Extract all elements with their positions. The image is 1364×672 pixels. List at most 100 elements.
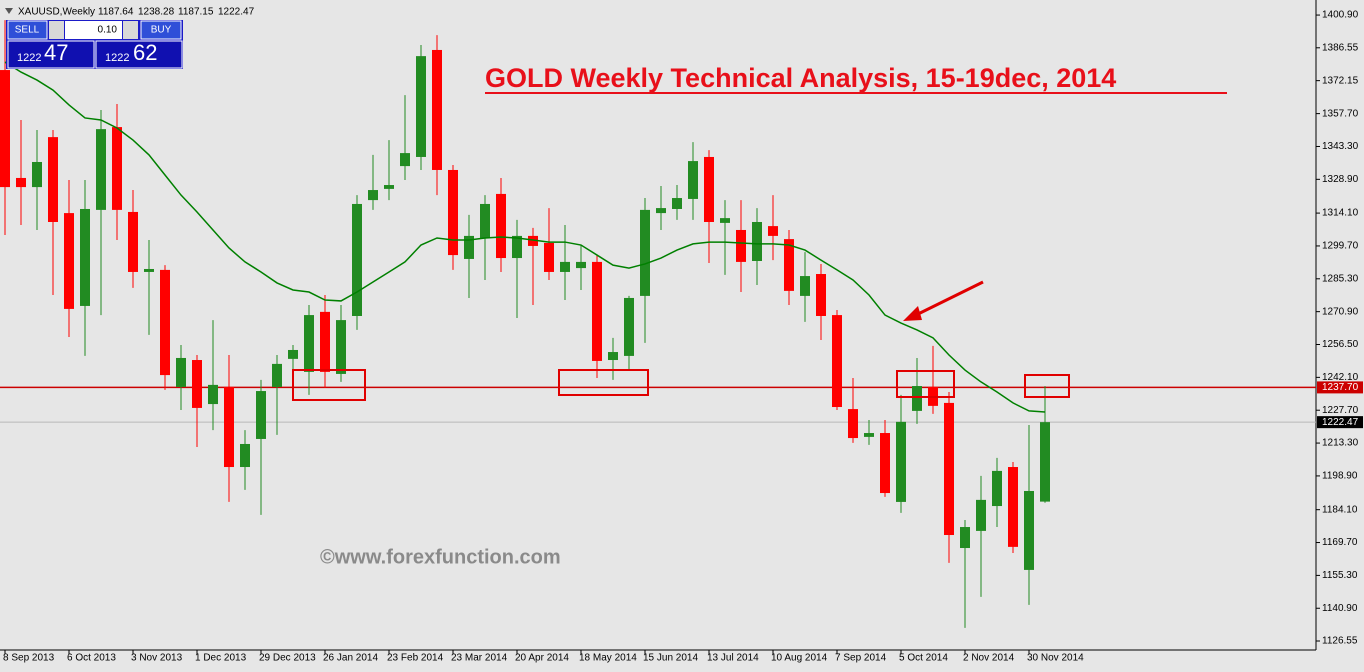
arrow-head [903, 306, 922, 321]
candle-body [208, 384, 218, 405]
lot-value[interactable]: 0.10 [98, 25, 118, 36]
candle-body [496, 193, 506, 259]
x-tick-label: 30 Nov 2014 [1027, 653, 1084, 664]
x-tick-label: 23 Mar 2014 [451, 653, 508, 664]
x-tick-label: 3 Nov 2013 [131, 653, 183, 664]
watermark: ©www.forexfunction.com [320, 546, 561, 568]
highlight-box [896, 370, 955, 398]
candle-body [704, 156, 714, 222]
sell-button[interactable] [7, 20, 48, 40]
candle-body [1008, 467, 1018, 547]
candle-body [16, 177, 26, 188]
x-tick-label: 10 Aug 2014 [771, 653, 828, 664]
moving-average [4, 61, 1046, 413]
candle-body [352, 203, 362, 316]
candle-body [528, 235, 538, 246]
y-tick-label: 1328.90 [1322, 174, 1359, 185]
ask-box[interactable] [95, 40, 183, 69]
candle-body [272, 363, 282, 387]
candle-body [192, 360, 202, 408]
candle-body [48, 137, 58, 222]
y-tick-label: 1227.70 [1322, 405, 1359, 416]
ask-pips[interactable]: 62 [133, 40, 157, 65]
lot-input[interactable] [65, 21, 122, 39]
candle-body [1024, 490, 1034, 570]
candle-body [944, 402, 954, 536]
candle-body [768, 226, 778, 236]
header-close: 1222.47 [218, 7, 255, 18]
x-tick-label: 8 Sep 2013 [3, 653, 55, 664]
y-tick-label: 1343.30 [1322, 141, 1359, 152]
candle-body [0, 70, 10, 188]
candle-body [864, 433, 874, 437]
ask-main[interactable]: 1222 [105, 52, 129, 64]
header-low: 1187.15 [178, 7, 214, 18]
candle-body [160, 269, 170, 376]
candle-body [80, 208, 90, 306]
candle-body [960, 527, 970, 549]
level-label-bg [1317, 381, 1363, 394]
buy-button[interactable] [140, 20, 182, 40]
x-tick-label: 26 Jan 2014 [323, 653, 378, 664]
price-label: 1222.47 [1322, 417, 1359, 428]
x-tick-label: 2 Nov 2014 [963, 653, 1015, 664]
y-tick-label: 1400.90 [1322, 10, 1359, 21]
y-tick-label: 1213.30 [1322, 438, 1359, 449]
chart-title: GOLD Weekly Technical Analysis, 15-19dec… [485, 63, 1116, 93]
x-tick-label: 6 Oct 2013 [67, 653, 116, 664]
x-tick-label: 7 Sep 2014 [835, 653, 887, 664]
y-tick-label: 1299.70 [1322, 241, 1359, 252]
candle-body [1040, 422, 1050, 502]
y-tick-label: 1386.55 [1322, 42, 1359, 53]
x-tick-label: 1 Dec 2013 [195, 653, 247, 664]
buy-label[interactable]: BUY [151, 25, 172, 36]
candle-body [400, 153, 410, 167]
y-tick-label: 1184.10 [1322, 504, 1358, 515]
candle-body [112, 127, 122, 210]
symbol-label: XAUUSD,Weekly [18, 7, 95, 18]
x-tick-label: 18 May 2014 [579, 653, 637, 664]
lot-up[interactable] [123, 21, 138, 39]
lot-down[interactable] [49, 21, 64, 39]
y-tick-label: 1270.90 [1322, 306, 1359, 317]
candle-body [144, 268, 154, 272]
annotations [292, 280, 1070, 401]
candle-body [96, 129, 106, 210]
candle-body [32, 161, 42, 188]
bid-box[interactable] [7, 40, 95, 69]
bid-pips[interactable]: 47 [44, 40, 68, 65]
candle-body [320, 311, 330, 372]
candle-body [304, 315, 314, 372]
candle-body [368, 190, 378, 201]
candle-body [896, 421, 906, 502]
sell-label[interactable]: SELL [15, 25, 40, 36]
y-tick-label: 1372.15 [1322, 75, 1359, 86]
candle-body [800, 276, 810, 296]
y-tick-label: 1126.55 [1322, 636, 1358, 647]
candle-body [992, 470, 1002, 507]
plot-area [0, 20, 1316, 628]
candle-body [336, 320, 346, 374]
x-tick-label: 15 Jun 2014 [643, 653, 698, 664]
header-high: 1238.28 [138, 7, 175, 18]
highlight-box [292, 369, 366, 401]
bid-main[interactable]: 1222 [17, 52, 41, 64]
candle-body [592, 261, 602, 361]
candle-body [672, 198, 682, 209]
candle-body [240, 443, 250, 468]
y-tick-label: 1256.50 [1322, 339, 1359, 350]
candle-body [720, 218, 730, 223]
level-label: 1237.70 [1322, 382, 1359, 393]
candle-body [624, 297, 634, 356]
candle-body [64, 213, 74, 309]
candle-body [448, 169, 458, 256]
y-tick-label: 1357.70 [1322, 108, 1359, 119]
candle-body [688, 161, 698, 199]
x-tick-label: 5 Oct 2014 [899, 653, 948, 664]
y-tick-label: 1198.90 [1322, 471, 1358, 482]
candle-body [784, 239, 794, 291]
candle-body [752, 221, 762, 262]
candle-body [832, 315, 842, 408]
y-tick-label: 1169.70 [1322, 537, 1358, 548]
